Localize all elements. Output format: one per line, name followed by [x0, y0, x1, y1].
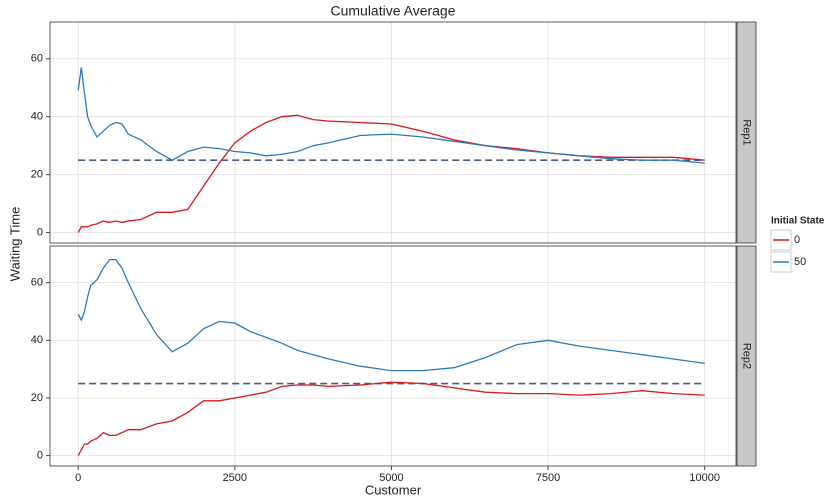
- x-tick-label: 7500: [536, 472, 560, 484]
- x-tick-label: 2500: [223, 472, 247, 484]
- line: [77, 381, 705, 456]
- x-tick-label: 10000: [689, 472, 720, 484]
- chart-title: Cumulative Average: [330, 3, 455, 19]
- x-tick-label: 5000: [379, 472, 403, 484]
- panel: [50, 246, 736, 466]
- x-tick-label: 0: [75, 472, 81, 484]
- line: [77, 67, 705, 164]
- legend-label: 0: [794, 234, 800, 246]
- y-tick-label: 60: [31, 53, 43, 65]
- y-tick-label: 0: [37, 226, 43, 238]
- y-tick-label: 20: [31, 392, 43, 404]
- facet-strip: [736, 21, 757, 244]
- y-axis-label: Waiting Time: [7, 207, 22, 282]
- panel-border: [49, 245, 737, 467]
- x-axis-label: Customer: [365, 482, 422, 497]
- line: [77, 258, 705, 372]
- legend-title: Initial State: [771, 216, 825, 227]
- facet-label: Rep2: [741, 343, 753, 369]
- y-tick-label: 40: [31, 111, 43, 123]
- line: [77, 114, 705, 233]
- y-tick-label: 20: [31, 169, 43, 181]
- facet-label: Rep1: [741, 119, 753, 145]
- y-tick-label: 40: [31, 334, 43, 346]
- legend-label: 50: [794, 256, 806, 268]
- y-tick-label: 60: [31, 277, 43, 289]
- panel-border: [49, 21, 737, 244]
- y-tick-label: 0: [37, 450, 43, 462]
- panel: [50, 22, 736, 243]
- facet-strip: [736, 245, 757, 467]
